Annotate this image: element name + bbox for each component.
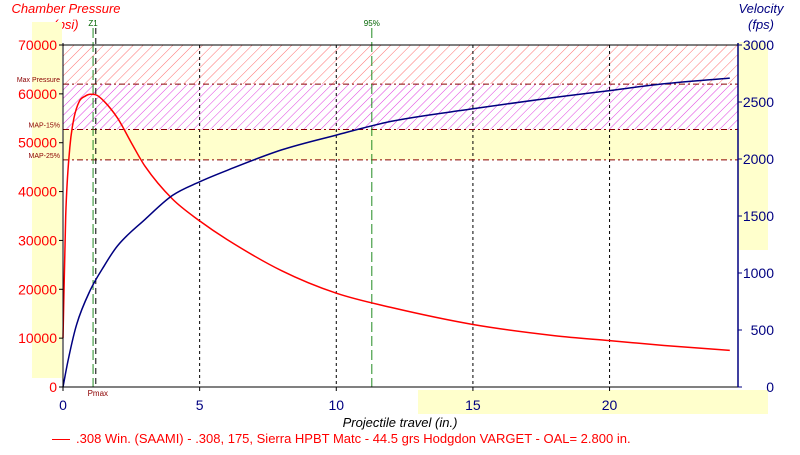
right-axis-title-line1: Velocity [738, 1, 784, 16]
marker-label: 95% [364, 19, 380, 28]
y-left-tick-label: 40000 [18, 184, 57, 200]
series-lines [62, 77, 730, 388]
x-tick-label: 10 [328, 397, 344, 413]
reference-label: MAP-15% [28, 123, 60, 130]
y-right-tick-label: 3000 [743, 37, 774, 53]
band-map25 [63, 129, 738, 160]
x-tick-label: 5 [196, 397, 204, 413]
y-left-tick-label: 30000 [18, 232, 57, 248]
y-left-tick-label: 70000 [18, 37, 57, 53]
grid-lines [199, 45, 611, 387]
pressure-bands [63, 45, 738, 160]
marker-label: Z1 [88, 19, 98, 28]
y-right-tick-label: 500 [751, 322, 775, 338]
legend: .308 Win. (SAAMI) - .308, 175, Sierra HP… [52, 431, 631, 446]
legend-swatch [52, 439, 70, 441]
bottom-axis-strip [418, 390, 768, 414]
band-map15 [63, 84, 738, 130]
x-tick-label: 15 [465, 397, 481, 413]
left-axis-title-line1: Chamber Pressure [11, 1, 121, 16]
right-axis-title-line2: (fps) [748, 17, 774, 32]
right-axis-title: Velocity (fps) [726, 1, 796, 33]
x-axis-label: Projectile travel (in.) [343, 415, 458, 430]
y-right-tick-label: 1000 [743, 265, 774, 281]
band-over-max [63, 45, 738, 85]
reference-label: MAP-25% [28, 153, 60, 160]
pressure-line [62, 93, 730, 352]
y-left-tick-label: 50000 [18, 135, 57, 151]
right-axis-strip [738, 42, 768, 250]
y-right-tick-label: 0 [766, 379, 774, 395]
event-markers: Z1 Pmax 95% [88, 19, 380, 398]
y-left-tick-label: 20000 [18, 281, 57, 297]
legend-entry: .308 Win. (SAAMI) - .308, 175, Sierra HP… [76, 431, 631, 446]
left-axis-strip [32, 22, 62, 378]
axes: 0100002000030000400005000060000700000500… [18, 37, 774, 413]
reference-lines: Max Pressure MAP-15% MAP-25% [17, 77, 738, 161]
x-tick-label: 20 [602, 397, 618, 413]
reference-label: Max Pressure [17, 77, 60, 84]
left-axis-title: Chamber Pressure (psi) [2, 1, 130, 33]
marker-label: Pmax [88, 389, 108, 398]
y-right-tick-label: 2500 [743, 94, 774, 110]
y-left-tick-label: 10000 [18, 330, 57, 346]
y-left-tick-label: 0 [49, 379, 57, 395]
y-right-tick-label: 1500 [743, 208, 774, 224]
y-right-tick-label: 2000 [743, 151, 774, 167]
y-left-tick-label: 60000 [18, 86, 57, 102]
x-tick-label: 0 [59, 397, 67, 413]
velocity-line [62, 77, 730, 388]
